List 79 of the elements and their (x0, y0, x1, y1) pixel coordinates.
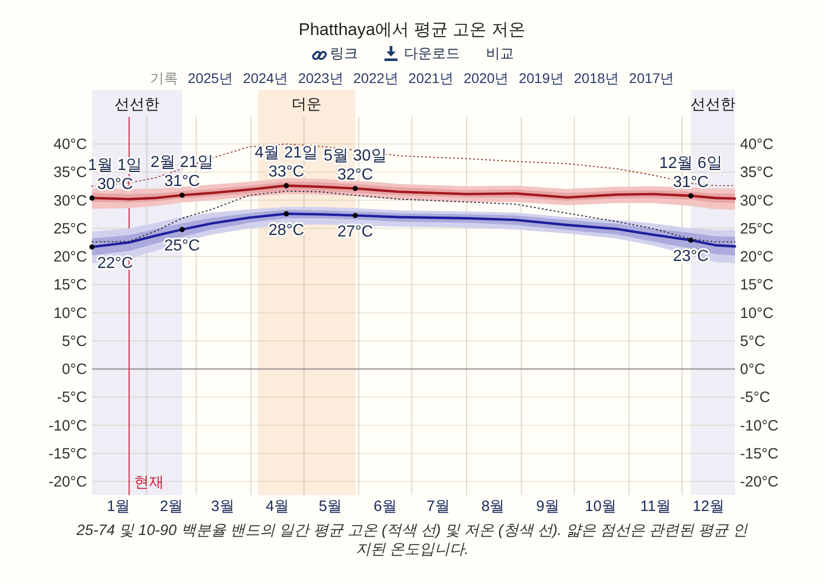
y2-tick-label: -20°C (740, 474, 779, 490)
text: 2021년 (408, 70, 454, 86)
band-label: 더운 (292, 96, 322, 113)
y-tick-label: 25°C (53, 220, 88, 238)
x-tick-label: 4월 (266, 498, 290, 515)
text: 링크 (330, 45, 358, 61)
x-tick-label: 11월 (640, 498, 671, 515)
y2-tick-label: 25°C (740, 220, 774, 238)
y2-tick-label: 20°C (740, 248, 774, 266)
y-tick-label: 15°C (53, 276, 88, 294)
text: 다운로드 (404, 45, 460, 61)
text: 2020년 (464, 70, 509, 86)
point (688, 193, 694, 198)
text: 2019년 (518, 70, 564, 86)
y-tick-label: 35°C (53, 164, 88, 182)
data-label: 31°C (164, 173, 200, 190)
point (284, 183, 289, 188)
y2-tick-label: 30°C (740, 192, 774, 210)
y2-tick-label: 0°C (740, 361, 766, 378)
point (352, 186, 358, 192)
chart-title: Phatthaya에서 평균 고온 저온 (298, 20, 526, 39)
text: 2024년 (242, 70, 288, 86)
data-label: 33°C (268, 164, 304, 181)
point (89, 244, 95, 250)
y-tick-label: 10°C (53, 304, 88, 322)
y-tick-label: -5°C (56, 389, 88, 406)
point (352, 212, 358, 218)
data-label: 31°C (672, 174, 709, 191)
text: 비교 (486, 45, 514, 61)
y-tick-label: 40°C (53, 136, 88, 153)
y-tick-label: 0°C (62, 361, 88, 378)
x-tick-label: 7월 (426, 498, 450, 515)
x-tick-label: 6월 (374, 498, 397, 515)
y2-tick-label: -15°C (740, 445, 779, 462)
band-label: 선선한 (690, 96, 736, 113)
x-tick-label: 10월 (584, 498, 617, 515)
point (179, 192, 185, 198)
x-tick-label: 8월 (481, 498, 505, 515)
y2-tick-label: -5°C (740, 389, 770, 406)
text: 2025년 (188, 70, 233, 86)
data-label: 27°C (337, 223, 374, 240)
text: 기록 (150, 70, 178, 86)
y2-tick-label: 10°C (740, 304, 774, 322)
x-tick-label: 2월 (160, 498, 184, 515)
y-tick-label: 30°C (53, 192, 88, 210)
y2-tick-label: -10°C (740, 417, 779, 434)
ref-line-label: 현재 (134, 474, 164, 491)
annotation: 12월 6일 (659, 154, 722, 172)
text: 2017년 (629, 70, 674, 86)
band-label: 선선한 (114, 96, 160, 113)
text: 2018년 (574, 70, 620, 86)
data-label: 28°C (268, 222, 304, 239)
x-tick-label: 1월 (106, 498, 130, 515)
y-tick-label: -20°C (48, 474, 88, 490)
annotation: 5월 30일 (324, 147, 387, 164)
x-tick-label: 3월 (211, 498, 234, 515)
text: 2022년 (353, 70, 398, 86)
y2-tick-label: 5°C (740, 332, 766, 350)
y-tick-label: -15°C (48, 445, 88, 462)
x-tick-label: 5월 (318, 498, 342, 515)
data-label: 23°C (672, 248, 709, 266)
point (179, 226, 185, 232)
y-tick-label: -10°C (48, 417, 88, 434)
text: 25-74 및 10-90 백분율 밴드의 일간 평균 고온 (적색 선) 및 저온 (청색 선). 얇은 점선은 관련된 평균 인지된 온도입니다. (76, 521, 749, 559)
text: 2023년 (298, 70, 344, 86)
y2-tick-label: 15°C (740, 276, 774, 294)
annotation: 2월 21일 (150, 154, 214, 172)
y-tick-label: 5°C (62, 332, 88, 350)
data-label: 32°C (337, 166, 374, 184)
annotation: 4월 21일 (254, 144, 318, 162)
point (688, 238, 694, 243)
x-tick-label: 9월 (536, 498, 560, 515)
y2-tick-label: 35°C (740, 164, 774, 182)
data-label: 25°C (164, 238, 200, 254)
y-tick-label: 20°C (53, 248, 88, 266)
point (89, 195, 95, 201)
point (284, 211, 289, 216)
y2-tick-label: 40°C (740, 136, 774, 153)
x-tick-label: 12월 (692, 498, 724, 515)
